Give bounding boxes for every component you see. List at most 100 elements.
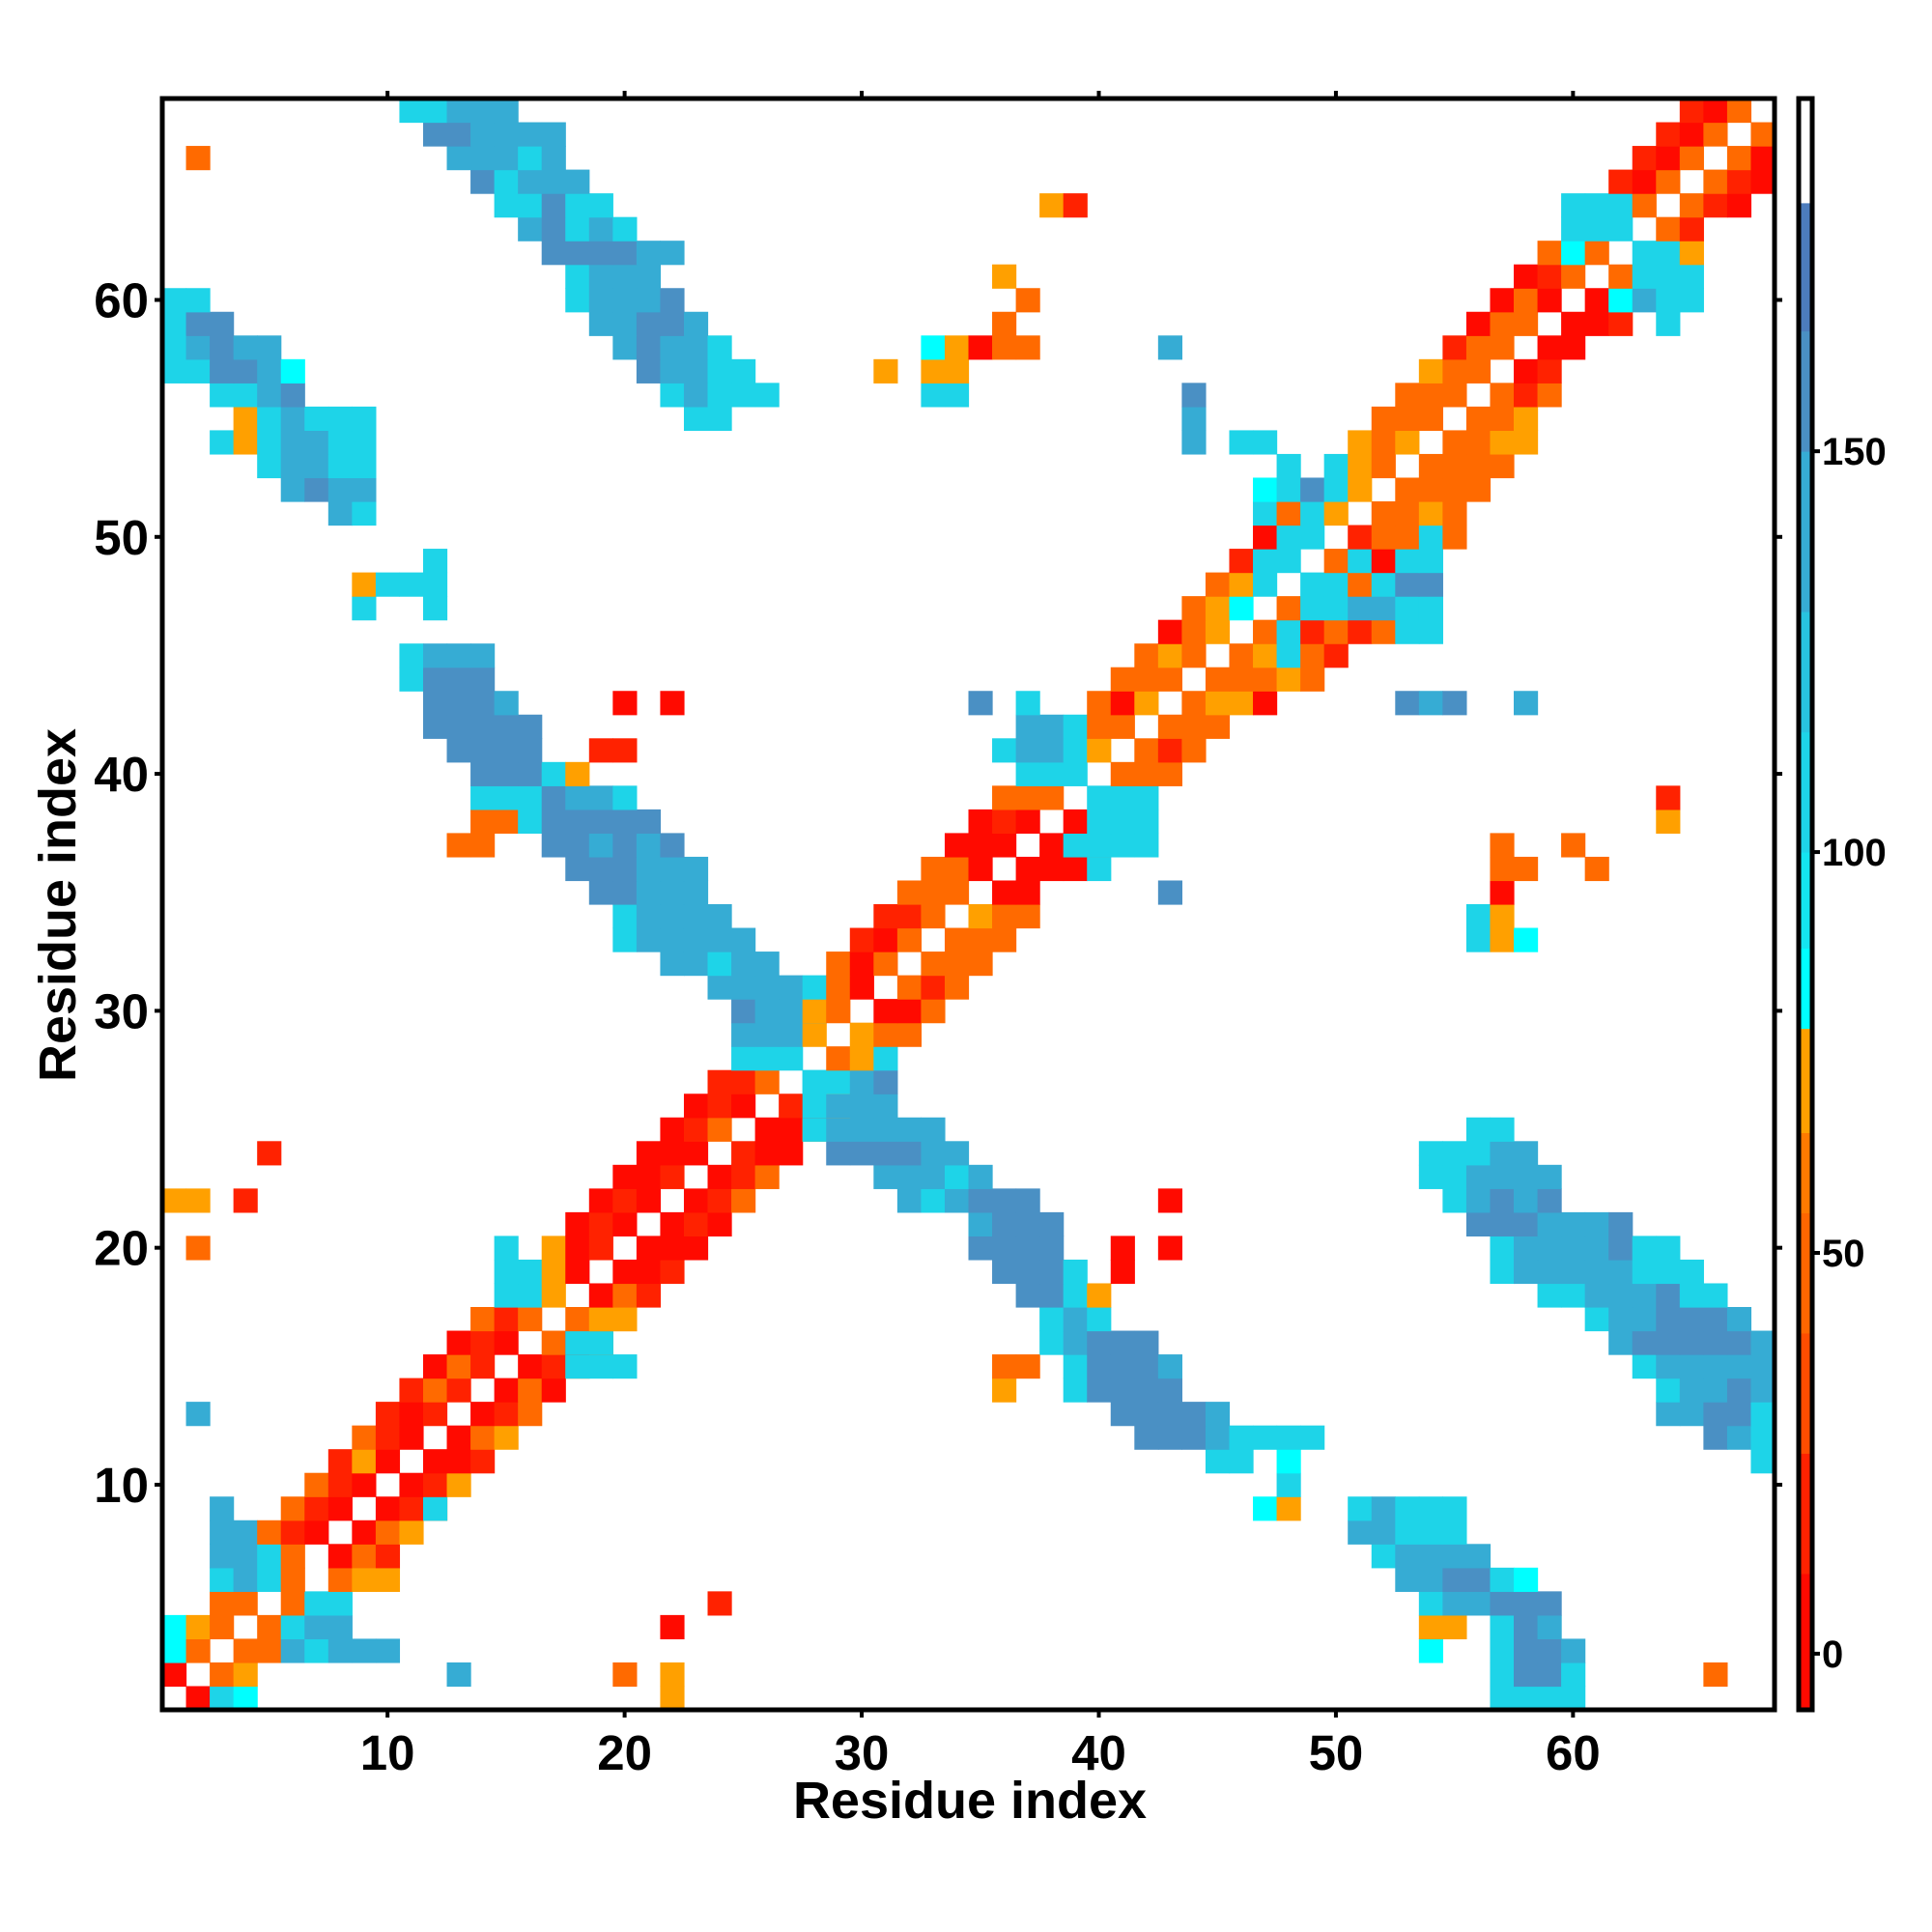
heatmap-cell (660, 952, 685, 977)
colorbar-segment (1799, 330, 1812, 452)
heatmap-cell (612, 241, 638, 266)
heatmap-cell (1726, 1402, 1752, 1427)
heatmap-cell (1418, 406, 1443, 432)
heatmap-cell (1490, 1141, 1515, 1166)
heatmap-cell (422, 1449, 448, 1474)
heatmap-cell (327, 477, 353, 502)
heatmap-cell (470, 809, 496, 835)
heatmap-cell (873, 1046, 898, 1071)
heatmap-cell (1537, 1614, 1562, 1640)
heatmap-cell (1110, 1402, 1135, 1427)
colorbar-segment (1799, 1573, 1812, 1711)
heatmap-cell (1514, 430, 1539, 455)
heatmap-cell (1703, 1378, 1728, 1403)
heatmap-cell (1039, 1211, 1065, 1237)
heatmap-cell (992, 1211, 1017, 1237)
heatmap-cell (1514, 383, 1539, 408)
heatmap-cell (802, 1022, 827, 1047)
heatmap-cell (518, 1307, 543, 1332)
heatmap-cell (375, 1402, 401, 1427)
heatmap-cell (1679, 146, 1704, 171)
heatmap-cell (1514, 311, 1539, 336)
heatmap-cell (1679, 1283, 1704, 1308)
heatmap-cell (518, 122, 543, 147)
heatmap-cell (1703, 193, 1728, 218)
heatmap-cell (588, 193, 613, 218)
heatmap-cell (470, 1330, 496, 1355)
heatmap-cell (1703, 122, 1728, 147)
heatmap-cell (683, 1188, 709, 1213)
heatmap-cell (162, 335, 187, 360)
heatmap-cell (1514, 288, 1539, 313)
heatmap-cell (1442, 1567, 1467, 1592)
heatmap-cell (1371, 572, 1396, 597)
heatmap-cell (896, 1022, 923, 1047)
heatmap-cell (1276, 596, 1301, 621)
heatmap-cell (683, 358, 709, 384)
heatmap-cell (1418, 691, 1443, 716)
heatmap-cell (636, 1141, 662, 1166)
heatmap-cell (446, 1662, 471, 1688)
heatmap-cell (1656, 288, 1681, 313)
heatmap-cell (1537, 288, 1562, 313)
heatmap-cell (1537, 358, 1562, 384)
heatmap-cell (494, 169, 519, 194)
plot-frame (159, 96, 1777, 1713)
heatmap-cell (849, 1046, 874, 1071)
heatmap-cell (257, 1520, 282, 1545)
heatmap-cell (1490, 1211, 1515, 1237)
heatmap-cell (588, 1211, 613, 1237)
heatmap-cell (636, 358, 662, 384)
heatmap-cell (1229, 596, 1254, 621)
heatmap-cell (1323, 501, 1349, 526)
heatmap-cell (1276, 667, 1301, 692)
heatmap-cell (210, 358, 235, 384)
heatmap-cell (1490, 1188, 1515, 1213)
heatmap-cell (162, 311, 187, 336)
heatmap-cell (446, 1472, 471, 1497)
heatmap-cell (1253, 430, 1278, 455)
heatmap-cell (518, 146, 543, 171)
heatmap-cell (162, 1188, 187, 1213)
heatmap-cell (1418, 358, 1443, 384)
heatmap-cell (612, 1259, 638, 1285)
heatmap-cell (1300, 477, 1325, 502)
heatmap-cell (707, 1211, 732, 1237)
heatmap-cell (612, 264, 638, 289)
heatmap-cell (992, 833, 1017, 858)
heatmap-cell (968, 952, 993, 977)
heatmap-cell (494, 691, 519, 716)
heatmap-cell (494, 1425, 519, 1450)
heatmap-cell (873, 1164, 898, 1189)
heatmap-cell (1490, 904, 1515, 929)
heatmap-cell (1181, 406, 1207, 432)
heatmap-cell (1157, 335, 1182, 360)
heatmap-cell (707, 927, 732, 952)
heatmap-cell (1703, 1307, 1728, 1332)
heatmap-cell (1087, 785, 1112, 810)
heatmap-cell (1679, 1378, 1704, 1403)
heatmap-cell (1134, 761, 1159, 786)
heatmap-cell (1323, 619, 1349, 644)
heatmap-cell (541, 122, 566, 147)
heatmap-cell (1703, 1662, 1728, 1688)
heatmap-cell (1015, 761, 1040, 786)
heatmap-cell (1537, 1638, 1562, 1663)
heatmap-cell (1134, 1378, 1159, 1403)
heatmap-cell (1015, 738, 1040, 763)
heatmap-cell (494, 1307, 519, 1332)
heatmap-cell (1442, 1141, 1467, 1166)
heatmap-cell (1348, 549, 1373, 574)
colorbar-segment (1799, 1028, 1812, 1134)
heatmap-cell (1015, 904, 1040, 929)
heatmap-cell (233, 1591, 258, 1616)
heatmap-cell (873, 1069, 898, 1094)
heatmap-cell (968, 1236, 993, 1261)
heatmap-cell (1537, 1686, 1562, 1711)
heatmap-cell (1348, 477, 1373, 502)
heatmap-cell (1514, 1164, 1539, 1189)
heatmap-cell (1442, 453, 1467, 479)
heatmap-cell (1157, 1354, 1182, 1379)
heatmap-cell (470, 1354, 496, 1379)
heatmap-cell (1537, 335, 1562, 360)
